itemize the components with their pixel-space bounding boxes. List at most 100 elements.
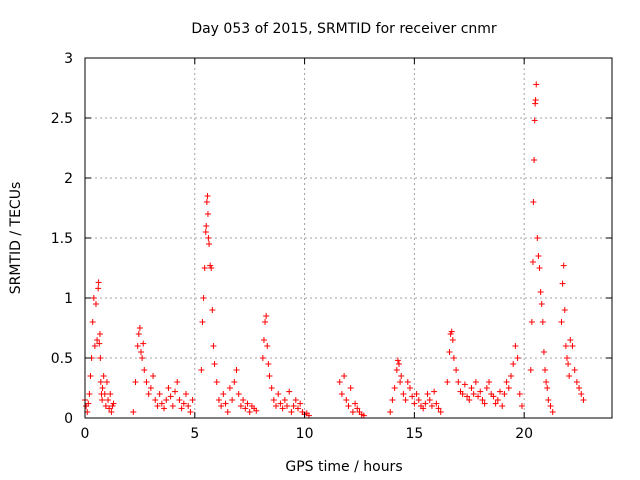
data-point bbox=[571, 367, 578, 373]
data-point bbox=[543, 379, 550, 385]
data-point bbox=[199, 319, 206, 325]
data-point bbox=[189, 397, 196, 403]
data-point bbox=[528, 319, 535, 325]
data-point bbox=[215, 397, 222, 403]
data-point bbox=[477, 388, 484, 395]
data-point bbox=[150, 373, 157, 379]
data-point bbox=[437, 409, 444, 415]
data-point bbox=[201, 265, 208, 271]
data-point bbox=[341, 373, 348, 379]
data-point bbox=[397, 379, 404, 385]
y-tick-label: 2.5 bbox=[51, 111, 73, 127]
data-point bbox=[536, 265, 543, 271]
data-point bbox=[486, 379, 493, 385]
data-point bbox=[532, 97, 539, 103]
data-point bbox=[96, 331, 103, 337]
data-point bbox=[204, 193, 211, 199]
data-point bbox=[165, 385, 172, 391]
data-point bbox=[206, 241, 213, 247]
data-point bbox=[545, 397, 552, 403]
data-point bbox=[95, 279, 102, 286]
data-point bbox=[130, 409, 137, 415]
data-point bbox=[273, 403, 280, 409]
data-point bbox=[180, 400, 187, 407]
data-point bbox=[107, 391, 114, 397]
data-point bbox=[518, 403, 525, 409]
data-point bbox=[134, 343, 141, 349]
data-point bbox=[354, 405, 361, 412]
data-point bbox=[538, 301, 545, 307]
data-point bbox=[259, 355, 266, 361]
data-point bbox=[264, 343, 271, 349]
data-point bbox=[240, 397, 247, 403]
data-point bbox=[224, 409, 231, 415]
y-tick-label: 0 bbox=[64, 411, 73, 427]
data-point bbox=[347, 385, 354, 391]
data-point bbox=[453, 367, 460, 373]
data-point bbox=[218, 403, 225, 409]
data-point bbox=[507, 373, 514, 379]
data-point bbox=[516, 391, 523, 397]
data-point bbox=[431, 388, 438, 395]
data-point bbox=[246, 409, 253, 415]
data-point bbox=[204, 211, 211, 217]
data-point bbox=[446, 349, 453, 355]
data-point bbox=[205, 235, 212, 241]
data-point bbox=[483, 385, 490, 391]
data-point bbox=[270, 397, 277, 403]
data-point bbox=[400, 391, 407, 397]
data-point bbox=[231, 379, 238, 385]
y-tick-label: 1.5 bbox=[51, 231, 73, 247]
data-point bbox=[535, 253, 542, 259]
data-point bbox=[559, 280, 566, 287]
data-point bbox=[202, 229, 209, 235]
data-point bbox=[411, 400, 418, 407]
data-point bbox=[389, 397, 396, 403]
data-point bbox=[539, 319, 546, 325]
data-point bbox=[235, 391, 242, 397]
data-point bbox=[394, 357, 401, 364]
data-point bbox=[393, 367, 400, 373]
data-point bbox=[266, 373, 273, 379]
data-point bbox=[345, 403, 352, 409]
x-tick-label: 10 bbox=[296, 426, 314, 442]
data-point bbox=[404, 379, 411, 385]
data-point bbox=[163, 397, 170, 403]
data-point bbox=[229, 397, 236, 403]
data-point bbox=[110, 400, 117, 407]
data-point bbox=[174, 379, 181, 385]
data-point bbox=[154, 403, 161, 409]
data-point bbox=[284, 403, 291, 409]
data-point bbox=[534, 235, 541, 241]
x-tick-labels: 0 5 10 15 20 bbox=[81, 426, 534, 442]
data-point bbox=[547, 403, 554, 409]
data-point bbox=[470, 391, 477, 397]
data-point bbox=[503, 379, 510, 385]
data-point bbox=[510, 361, 517, 367]
data-point bbox=[140, 340, 147, 347]
data-point bbox=[294, 405, 301, 412]
data-point bbox=[102, 403, 109, 409]
data-point bbox=[108, 409, 115, 415]
data-point bbox=[85, 400, 92, 407]
data-point bbox=[208, 265, 215, 271]
data-point bbox=[490, 393, 497, 400]
data-point bbox=[242, 405, 249, 412]
data-point bbox=[152, 397, 159, 403]
data-point bbox=[99, 385, 106, 391]
data-point bbox=[94, 337, 101, 343]
data-point bbox=[198, 367, 205, 373]
data-point bbox=[544, 385, 551, 391]
data-point bbox=[391, 385, 398, 391]
data-point bbox=[105, 397, 112, 403]
data-point bbox=[349, 409, 356, 415]
data-point bbox=[336, 379, 343, 385]
data-point bbox=[292, 397, 299, 403]
x-tick-label: 5 bbox=[190, 426, 199, 442]
data-point bbox=[558, 319, 565, 325]
data-point bbox=[99, 397, 106, 403]
data-point bbox=[387, 409, 394, 415]
data-point bbox=[263, 313, 270, 319]
data-point bbox=[203, 223, 210, 229]
data-point bbox=[530, 199, 537, 205]
